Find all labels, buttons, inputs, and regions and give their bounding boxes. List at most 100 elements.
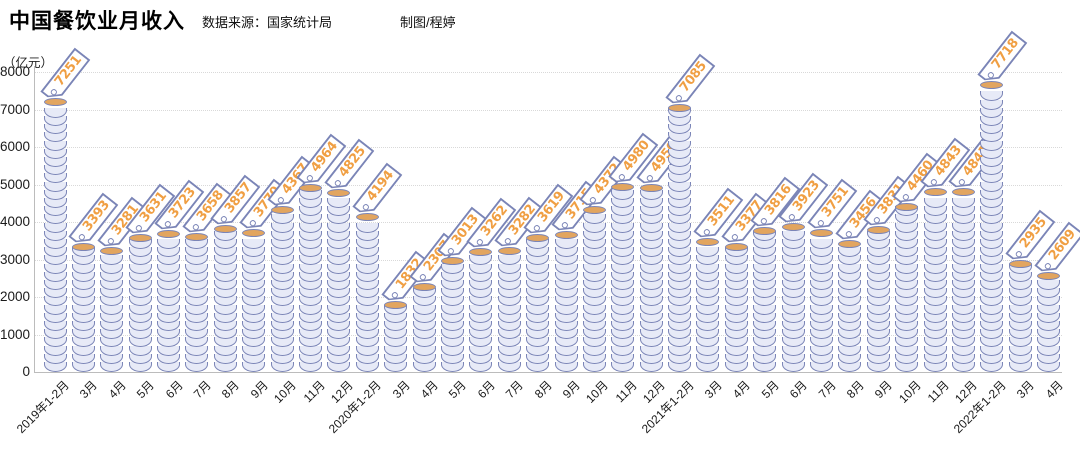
coin-bar	[497, 246, 521, 372]
coin	[639, 239, 663, 249]
coin-top-face	[440, 257, 464, 265]
coin	[639, 280, 663, 290]
coin-top-face	[128, 233, 152, 242]
coin	[497, 279, 521, 290]
coin-bar	[724, 243, 748, 372]
coin	[639, 345, 663, 356]
coin	[43, 189, 67, 200]
coin-top-face	[781, 222, 805, 231]
coin	[270, 353, 294, 364]
coin-bar	[157, 230, 181, 372]
coin	[1008, 321, 1032, 331]
coin	[43, 115, 67, 126]
coin	[923, 263, 947, 274]
coin-top-face	[1037, 272, 1061, 281]
coin-bar	[951, 188, 975, 372]
coin-bar	[213, 225, 237, 372]
coin-bar	[668, 104, 692, 372]
coin	[497, 271, 521, 282]
coin	[43, 279, 67, 290]
coin	[270, 304, 294, 315]
coin	[43, 320, 67, 331]
coin-bar	[696, 238, 720, 372]
coin	[355, 312, 379, 323]
coin	[43, 271, 67, 282]
x-axis-line	[34, 372, 1062, 373]
coin	[43, 173, 67, 184]
coin	[923, 312, 947, 323]
coin	[43, 361, 67, 372]
coin	[270, 329, 294, 340]
coin	[781, 279, 805, 290]
coin-bar	[554, 230, 578, 372]
coin	[71, 263, 95, 274]
coin	[951, 263, 975, 274]
coin	[1008, 353, 1032, 364]
coin	[781, 247, 805, 258]
coin	[554, 329, 578, 340]
coin	[355, 230, 379, 241]
coin	[639, 362, 663, 372]
coin-top-face	[668, 104, 692, 113]
coin	[270, 271, 294, 282]
coin-bar	[526, 234, 550, 372]
coin	[866, 230, 890, 241]
coin	[923, 345, 947, 356]
coin	[270, 288, 294, 299]
coin	[923, 288, 947, 299]
coin	[213, 304, 237, 315]
coin	[128, 361, 152, 372]
y-axis-tick-label: 6000	[0, 139, 31, 154]
coin	[781, 312, 805, 323]
coin-top-face	[951, 188, 975, 197]
coin	[554, 353, 578, 364]
coin	[355, 238, 379, 249]
y-axis-tick-label: 4000	[0, 214, 31, 229]
coin	[270, 361, 294, 372]
coin	[497, 361, 521, 372]
coin	[270, 222, 294, 233]
coin	[43, 206, 67, 217]
coin	[923, 238, 947, 249]
coin	[554, 321, 578, 331]
coin	[43, 353, 67, 364]
coin	[43, 329, 67, 340]
coin	[554, 296, 578, 307]
coin	[43, 124, 67, 135]
coin-bar	[355, 212, 379, 372]
coin-top-face	[242, 228, 266, 237]
y-axis-line	[34, 66, 35, 372]
coin	[554, 280, 578, 290]
coin	[923, 271, 947, 282]
coin	[1008, 280, 1032, 290]
gridline	[34, 184, 1062, 186]
coin	[554, 362, 578, 372]
coin	[582, 304, 606, 315]
coin	[497, 263, 521, 274]
coin	[43, 107, 67, 118]
coin-top-face	[71, 242, 95, 251]
coin	[213, 271, 237, 282]
coin	[355, 345, 379, 356]
coin	[639, 321, 663, 331]
coin	[128, 247, 152, 258]
coin-bar	[327, 189, 351, 372]
coin	[724, 345, 748, 356]
coin-top-face	[923, 188, 947, 197]
coin	[43, 148, 67, 159]
coin	[923, 353, 947, 364]
coin	[1008, 362, 1032, 372]
coin-bar	[469, 247, 493, 372]
coin	[639, 189, 663, 200]
coin-bar	[440, 257, 464, 372]
coin	[71, 345, 95, 356]
coin	[270, 320, 294, 331]
coin	[355, 279, 379, 290]
gridline	[34, 147, 1062, 148]
coin	[554, 345, 578, 356]
coin-bar	[185, 232, 209, 372]
coin-top-face	[355, 212, 379, 221]
coin	[866, 353, 890, 364]
coin-top-face	[100, 246, 124, 255]
coin	[412, 320, 436, 331]
